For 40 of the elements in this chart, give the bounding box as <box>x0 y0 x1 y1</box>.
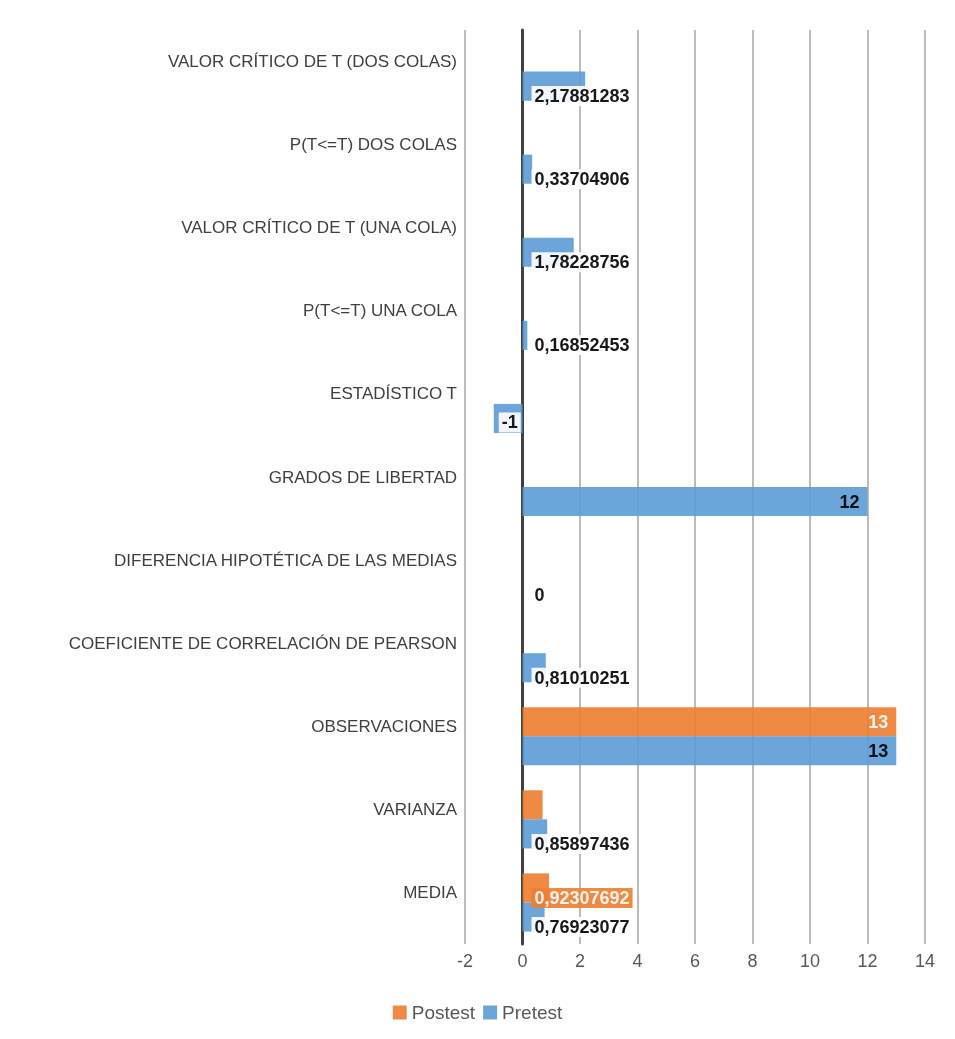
data-label: 0,33704906 <box>534 169 630 190</box>
data-label: 0 <box>534 584 545 605</box>
bar <box>522 736 897 766</box>
data-label: 0,76923077 <box>534 917 630 937</box>
y-tick-label: COEFICIENTE DE CORRELACIÓN DE PEARSON <box>68 633 457 653</box>
y-tick-label: GRADOS DE LIBERTAD <box>268 467 457 487</box>
data-label: 0,92307692 <box>534 887 630 908</box>
y-tick-label: ESTADÍSTICO T <box>330 384 457 404</box>
y-tick-label: P(T<=T) DOS COLAS <box>289 135 457 155</box>
y-tick-label: MEDIA <box>403 882 458 902</box>
x-tick-label: -2 <box>456 951 474 971</box>
x-tick-label: 0 <box>517 951 528 971</box>
legend-label: Pretest <box>502 1002 563 1023</box>
data-label: -1 <box>501 412 518 433</box>
legend-label: Postest <box>411 1002 476 1023</box>
bar <box>522 790 543 820</box>
y-tick-label: VALOR CRÍTICO DE T (UNA COLA) <box>181 218 457 238</box>
x-tick-label: 6 <box>689 951 701 971</box>
data-label: 2,17881283 <box>534 86 630 107</box>
x-tick-label: 8 <box>747 951 758 971</box>
y-tick-label: VALOR CRÍTICO DE T (DOS COLAS) <box>167 52 457 72</box>
bar <box>522 487 868 517</box>
data-label: 12 <box>839 491 860 512</box>
x-tick-label: 4 <box>632 951 643 971</box>
x-tick-label: 2 <box>574 951 586 971</box>
data-label: 0,81010251 <box>534 667 630 688</box>
y-tick-label: VARIANZA <box>373 799 458 819</box>
y-tick-label: P(T<=T) UNA COLA <box>303 301 458 321</box>
data-label: 0,16852453 <box>534 335 630 356</box>
y-tick-label: DIFERENCIA HIPOTÉTICA DE LAS MEDIAS <box>114 550 457 570</box>
bar <box>522 154 533 184</box>
data-label: 13 <box>868 711 889 732</box>
x-tick-label: 14 <box>914 951 936 971</box>
data-label: 1,78228756 <box>534 252 630 273</box>
y-tick-label: OBSERVACIONES <box>311 716 457 736</box>
bar <box>522 707 897 737</box>
x-tick-label: 10 <box>799 951 821 971</box>
data-label: 0,85897436 <box>534 833 630 854</box>
data-label: 13 <box>868 740 889 761</box>
x-tick-label: 12 <box>857 951 878 971</box>
